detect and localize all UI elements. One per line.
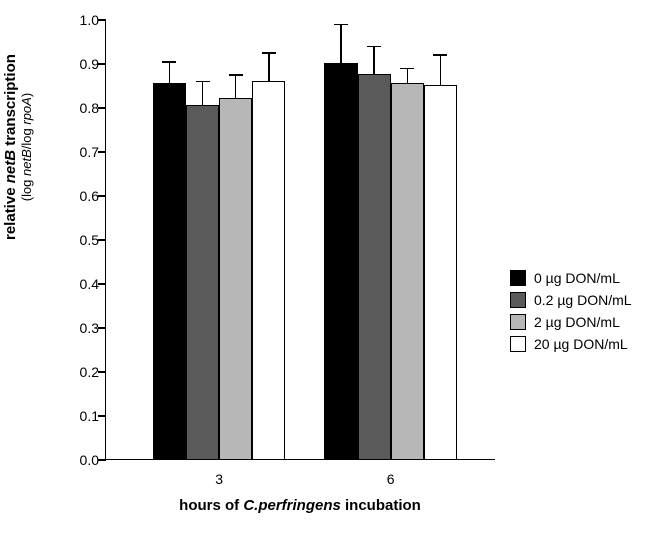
plot-area: 0.00.10.20.30.40.50.60.70.80.91.036 — [105, 20, 495, 460]
x-tick-label: 3 — [215, 471, 223, 487]
legend-item: 20 µg DON/mL — [510, 336, 632, 352]
error-bar-stem — [268, 53, 270, 82]
error-bar-cap — [400, 68, 414, 70]
x-axis-title-pre: hours of — [179, 497, 243, 514]
x-axis-title: hours of C.perfringens incubation — [105, 497, 495, 514]
legend-label: 2 µg DON/mL — [534, 314, 620, 330]
error-bar-stem — [373, 46, 375, 75]
legend-item: 0 µg DON/mL — [510, 270, 632, 286]
error-bar-stem — [202, 82, 204, 106]
y-tick — [98, 63, 106, 65]
y-tick-label: 0.3 — [59, 320, 99, 336]
bar — [153, 83, 186, 459]
y-tick-label: 0.8 — [59, 100, 99, 116]
error-bar-stem — [407, 68, 409, 83]
legend-swatch — [510, 314, 526, 330]
y-tick-label: 0.6 — [59, 188, 99, 204]
y-tick — [98, 327, 106, 329]
y-tick — [98, 459, 106, 461]
error-bar-stem — [340, 24, 342, 64]
y-tick-label: 0.1 — [59, 408, 99, 424]
y-tick-label: 0.7 — [59, 144, 99, 160]
error-bar-cap — [334, 24, 348, 26]
y-tick-label: 1.0 — [59, 12, 99, 28]
error-bar-cap — [262, 52, 276, 54]
error-bar-cap — [229, 74, 243, 76]
y-tick — [98, 371, 106, 373]
figure: 0.00.10.20.30.40.50.60.70.80.91.036 rela… — [0, 0, 672, 539]
bar — [324, 63, 357, 459]
bar — [391, 83, 424, 459]
x-tick-label: 6 — [387, 471, 395, 487]
error-bar-cap — [433, 54, 447, 56]
legend-item: 2 µg DON/mL — [510, 314, 632, 330]
y-tick — [98, 239, 106, 241]
error-bar-stem — [169, 62, 171, 84]
error-bar-cap — [367, 46, 381, 48]
y-tick-label: 0.2 — [59, 364, 99, 380]
y-axis-title-sub: (log netB/log rpoA) — [19, 54, 34, 240]
y-tick-label: 0.0 — [59, 452, 99, 468]
y-tick — [98, 151, 106, 153]
x-axis-title-post: incubation — [341, 497, 421, 514]
legend-item: 0.2 µg DON/mL — [510, 292, 632, 308]
legend-label: 20 µg DON/mL — [534, 336, 628, 352]
y-axis-title: relative netB transcription (log netB/lo… — [2, 54, 34, 240]
error-bar-cap — [196, 81, 210, 83]
legend-swatch — [510, 336, 526, 352]
legend-label: 0 µg DON/mL — [534, 270, 620, 286]
y-tick — [98, 283, 106, 285]
y-tick-label: 0.9 — [59, 56, 99, 72]
bar — [252, 81, 285, 459]
y-tick — [98, 415, 106, 417]
bar — [424, 85, 457, 459]
legend-label: 0.2 µg DON/mL — [534, 292, 632, 308]
error-bar-stem — [440, 55, 442, 86]
bar — [219, 98, 252, 459]
bar — [186, 105, 219, 459]
y-tick — [98, 107, 106, 109]
y-tick — [98, 195, 106, 197]
legend: 0 µg DON/mL 0.2 µg DON/mL 2 µg DON/mL 20 µg… — [510, 270, 632, 358]
bar — [358, 74, 391, 459]
y-tick-label: 0.5 — [59, 232, 99, 248]
y-axis-title-main: relative netB transcription — [2, 54, 19, 240]
legend-swatch — [510, 270, 526, 286]
y-tick-label: 0.4 — [59, 276, 99, 292]
error-bar-stem — [235, 75, 237, 99]
error-bar-cap — [162, 61, 176, 63]
legend-swatch — [510, 292, 526, 308]
x-axis-title-ital: C.perfringens — [243, 497, 341, 514]
y-tick — [98, 19, 106, 21]
